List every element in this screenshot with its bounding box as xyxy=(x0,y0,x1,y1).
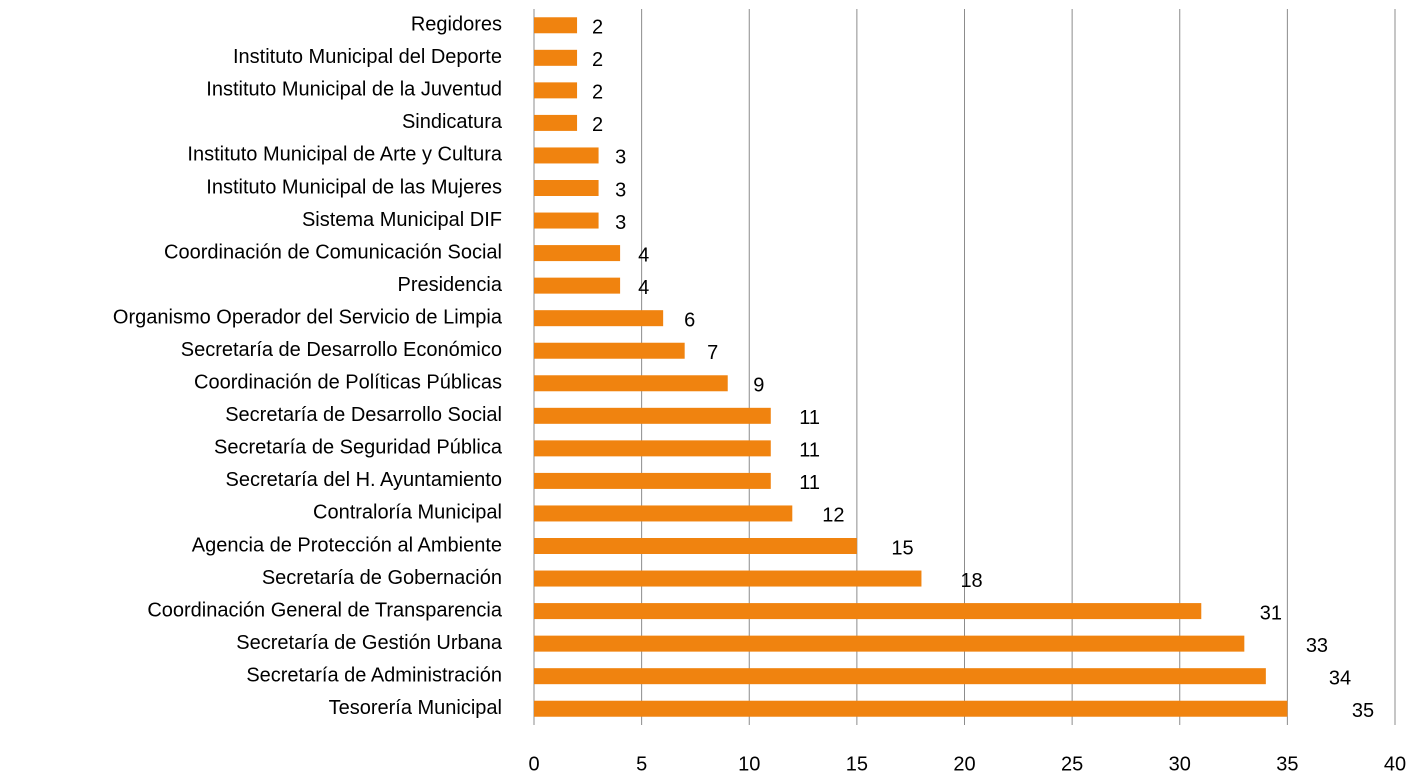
bar xyxy=(534,700,1288,717)
bar xyxy=(534,635,1245,652)
bar xyxy=(534,440,771,457)
data-label: 34 xyxy=(1329,667,1351,689)
data-label: 7 xyxy=(707,342,718,364)
x-tick-label: 15 xyxy=(846,753,868,775)
data-label: 33 xyxy=(1306,635,1328,657)
y-tick-label: Coordinación de Políticas Públicas xyxy=(194,372,502,394)
data-label: 11 xyxy=(799,440,820,462)
bar xyxy=(534,505,793,522)
y-tick-label: Presidencia xyxy=(397,274,502,296)
bar xyxy=(534,375,728,392)
data-label: 15 xyxy=(891,537,913,559)
data-label: 18 xyxy=(960,570,982,592)
bar xyxy=(534,570,922,587)
data-label: 12 xyxy=(822,505,844,527)
data-label: 3 xyxy=(615,147,626,169)
bar xyxy=(534,342,685,359)
bar xyxy=(534,310,664,327)
data-label: 35 xyxy=(1352,700,1374,722)
data-label: 9 xyxy=(753,375,764,397)
y-tick-label: Agencia de Protección al Ambiente xyxy=(192,534,502,556)
y-tick-label: Coordinación de Comunicación Social xyxy=(164,241,502,263)
y-tick-label: Secretaría del H. Ayuntamiento xyxy=(226,469,502,491)
data-label: 4 xyxy=(638,277,649,299)
bar xyxy=(534,538,857,554)
y-tick-label: Sistema Municipal DIF xyxy=(302,209,502,231)
y-tick-label: Secretaría de Desarrollo Social xyxy=(225,404,502,426)
y-tick-label: Coordinación General de Transparencia xyxy=(147,599,503,621)
data-label: 3 xyxy=(615,179,626,201)
y-tick-label: Instituto Municipal del Deporte xyxy=(233,46,502,68)
data-label: 2 xyxy=(592,49,603,71)
y-tick-label: Tesorería Municipal xyxy=(329,697,502,719)
data-label: 2 xyxy=(592,82,603,104)
y-tick-label: Secretaría de Desarrollo Económico xyxy=(181,339,502,361)
data-label: 31 xyxy=(1260,602,1282,624)
y-tick-label: Secretaría de Gobernación xyxy=(262,567,502,589)
x-tick-label: 20 xyxy=(953,753,975,775)
x-tick-label: 25 xyxy=(1061,753,1083,775)
data-label: 11 xyxy=(799,407,820,429)
y-tick-label: Organismo Operador del Servicio de Limpi… xyxy=(113,306,503,328)
bar xyxy=(534,245,621,262)
x-tick-label: 10 xyxy=(738,753,760,775)
y-tick-label: Contraloría Municipal xyxy=(313,502,502,524)
y-tick-label: Sindicatura xyxy=(402,111,503,133)
bar xyxy=(534,212,599,229)
data-label: 4 xyxy=(638,244,649,266)
bar xyxy=(534,17,578,34)
x-tick-label: 40 xyxy=(1384,753,1406,775)
x-tick-label: 5 xyxy=(636,753,647,775)
bar xyxy=(534,277,621,294)
bar xyxy=(534,82,578,99)
x-tick-label: 0 xyxy=(528,753,539,775)
y-tick-label: Instituto Municipal de las Mujeres xyxy=(206,176,502,198)
bar xyxy=(534,472,771,489)
bar xyxy=(534,407,771,424)
data-label: 11 xyxy=(799,472,820,494)
data-label: 6 xyxy=(684,309,695,331)
data-label: 2 xyxy=(592,17,603,39)
x-tick-label: 30 xyxy=(1169,753,1191,775)
bar xyxy=(534,147,599,164)
bar xyxy=(534,114,578,131)
y-tick-label: Secretaría de Gestión Urbana xyxy=(236,632,503,654)
y-tick-label: Regidores xyxy=(411,14,502,36)
y-tick-label: Secretaría de Seguridad Pública xyxy=(214,437,503,459)
bar xyxy=(534,603,1202,620)
data-label: 2 xyxy=(592,114,603,136)
x-tick-label: 35 xyxy=(1276,753,1298,775)
bar xyxy=(534,180,599,196)
bar xyxy=(534,49,578,66)
y-tick-label: Secretaría de Administración xyxy=(246,664,502,686)
bar xyxy=(534,668,1266,685)
y-tick-label: Instituto Municipal de Arte y Cultura xyxy=(187,144,502,166)
y-tick-label: Instituto Municipal de la Juventud xyxy=(206,79,502,101)
data-label: 3 xyxy=(615,212,626,234)
